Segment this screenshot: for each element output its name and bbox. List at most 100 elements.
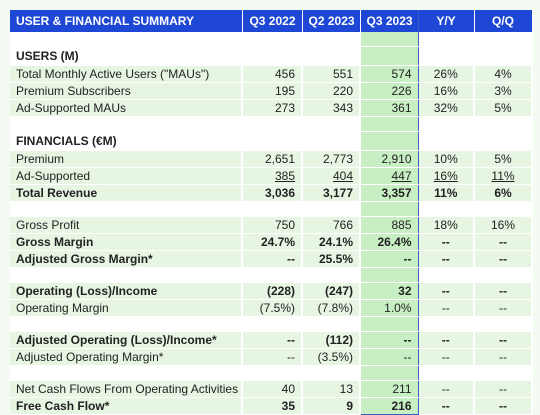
cell: --: [418, 380, 475, 398]
cell: 574: [359, 65, 419, 83]
section-label: USERS (M): [10, 46, 243, 66]
row-label: Gross Profit: [10, 216, 243, 234]
cell: --: [242, 250, 303, 268]
header-row: USER & FINANCIAL SUMMARY Q3 2022 Q2 2023…: [10, 10, 533, 32]
table-row: Total Monthly Active Users ("MAUs") 456 …: [10, 65, 533, 83]
table-row: Adjusted Operating Margin* -- (3.5%) -- …: [10, 348, 533, 366]
financial-summary-sheet: USER & FINANCIAL SUMMARY Q3 2022 Q2 2023…: [10, 10, 533, 415]
cell: 3%: [474, 82, 533, 100]
cell: --: [418, 250, 475, 268]
cell: 9: [302, 397, 361, 415]
cell: 361: [359, 99, 419, 117]
cell: 26%: [418, 65, 475, 83]
row-label: Adjusted Operating Margin*: [10, 348, 243, 366]
cell: --: [474, 282, 533, 300]
table-row: Premium 2,651 2,773 2,910 10% 5%: [10, 150, 533, 168]
cell: 16%: [433, 169, 458, 183]
cell: 5%: [474, 150, 533, 168]
cell: 220: [302, 82, 361, 100]
cell: 24.7%: [242, 233, 303, 251]
cell: (112): [302, 331, 361, 349]
col-header-yy: Y/Y: [418, 10, 475, 32]
cell: --: [474, 250, 533, 268]
cell: 32%: [418, 99, 475, 117]
cell: 32: [359, 282, 419, 300]
cell: 11%: [491, 169, 515, 183]
cell: 766: [302, 216, 361, 234]
cell: --: [242, 331, 303, 349]
cell: 885: [359, 216, 419, 234]
cell: 211: [359, 380, 419, 398]
cell: 2,910: [359, 150, 419, 168]
table-row: Operating Margin (7.5%) (7.8%) 1.0% -- -…: [10, 299, 533, 317]
table-row: Adjusted Gross Margin* -- 25.5% -- -- --: [10, 250, 533, 268]
table-row: Net Cash Flows From Operating Activities…: [10, 380, 533, 398]
cell: 226: [359, 82, 419, 100]
cell: 25.5%: [302, 250, 361, 268]
cell: --: [474, 348, 533, 366]
row-label: Ad-Supported MAUs: [10, 99, 243, 117]
col-header-q2-2023: Q2 2023: [302, 10, 361, 32]
cell: 16%: [418, 82, 475, 100]
row-label: Total Monthly Active Users ("MAUs"): [10, 65, 243, 83]
cell: 447: [391, 169, 412, 183]
row-label: Gross Margin: [10, 233, 243, 251]
table-row: Free Cash Flow* 35 9 216 -- --: [10, 397, 533, 415]
cell: 6%: [474, 184, 533, 202]
row-label: Net Cash Flows From Operating Activities: [10, 380, 243, 398]
cell: 273: [242, 99, 303, 117]
row-label: Adjusted Operating (Loss)/Income*: [10, 331, 243, 349]
cell: 10%: [418, 150, 475, 168]
cell: 750: [242, 216, 303, 234]
section-users: USERS (M): [10, 46, 533, 66]
row-label: Free Cash Flow*: [10, 397, 243, 415]
table-row: Operating (Loss)/Income (228) (247) 32 -…: [10, 282, 533, 300]
cell: 2,651: [242, 150, 303, 168]
table-row: Adjusted Operating (Loss)/Income* -- (11…: [10, 331, 533, 349]
cell: 16%: [474, 216, 533, 234]
cell: 5%: [474, 99, 533, 117]
cell: (247): [302, 282, 361, 300]
cell: --: [418, 299, 475, 317]
cell: (7.8%): [302, 299, 361, 317]
col-header-qq: Q/Q: [474, 10, 533, 32]
cell: 2,773: [302, 150, 361, 168]
cell: --: [359, 348, 419, 366]
section-financials: FINANCIALS (€M): [10, 131, 533, 151]
cell: 40: [242, 380, 303, 398]
cell: (228): [242, 282, 303, 300]
cell: --: [418, 331, 475, 349]
cell: 404: [332, 169, 353, 183]
cell: 3,036: [242, 184, 303, 202]
cell: --: [474, 380, 533, 398]
cell: --: [418, 348, 475, 366]
cell: --: [474, 233, 533, 251]
cell: 24.1%: [302, 233, 361, 251]
cell: --: [418, 397, 475, 415]
table-row: Premium Subscribers 195 220 226 16% 3%: [10, 82, 533, 100]
cell: 216: [359, 397, 419, 415]
cell: 11%: [418, 184, 475, 202]
cell: --: [418, 233, 475, 251]
cell: 195: [242, 82, 303, 100]
cell: --: [474, 397, 533, 415]
table-row: Ad-Supported MAUs 273 343 361 32% 5%: [10, 99, 533, 117]
row-label: Premium Subscribers: [10, 82, 243, 100]
cell: --: [242, 348, 303, 366]
row-label: Operating (Loss)/Income: [10, 282, 243, 300]
cell: 551: [302, 65, 361, 83]
section-label: FINANCIALS (€M): [10, 131, 243, 151]
table-row: Ad-Supported 385 404 447 16% 11%: [10, 167, 533, 185]
row-label: Premium: [10, 150, 243, 168]
table-row: Gross Profit 750 766 885 18% 16%: [10, 216, 533, 234]
row-label: Adjusted Gross Margin*: [10, 250, 243, 268]
table-row: Total Revenue 3,036 3,177 3,357 11% 6%: [10, 184, 533, 202]
cell: (3.5%): [302, 348, 361, 366]
cell: 18%: [418, 216, 475, 234]
row-label: Total Revenue: [10, 184, 243, 202]
cell: 343: [302, 99, 361, 117]
cell: 456: [242, 65, 303, 83]
cell: --: [474, 299, 533, 317]
table-row: Gross Margin 24.7% 24.1% 26.4% -- --: [10, 233, 533, 251]
col-header-q3-2023: Q3 2023: [359, 10, 419, 32]
